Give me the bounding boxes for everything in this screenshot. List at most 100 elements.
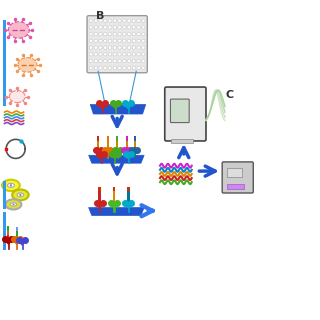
Bar xyxy=(133,136,136,141)
Bar xyxy=(107,141,109,147)
Circle shape xyxy=(113,26,116,29)
Polygon shape xyxy=(89,155,144,163)
Circle shape xyxy=(123,19,126,22)
Circle shape xyxy=(10,184,12,187)
Circle shape xyxy=(137,26,140,29)
Circle shape xyxy=(108,46,112,49)
Circle shape xyxy=(137,46,140,49)
Bar xyxy=(113,187,115,191)
Circle shape xyxy=(108,53,112,56)
Circle shape xyxy=(118,32,121,36)
Circle shape xyxy=(123,39,126,43)
Circle shape xyxy=(12,204,14,205)
Circle shape xyxy=(108,32,112,36)
Circle shape xyxy=(89,46,93,49)
Bar xyxy=(16,236,18,240)
Bar xyxy=(107,136,109,141)
Circle shape xyxy=(104,60,107,63)
Circle shape xyxy=(127,66,131,69)
Polygon shape xyxy=(134,153,135,158)
Bar xyxy=(7,226,10,231)
Polygon shape xyxy=(98,153,99,158)
Bar xyxy=(113,198,115,202)
Circle shape xyxy=(132,19,135,22)
FancyBboxPatch shape xyxy=(171,99,189,123)
Circle shape xyxy=(137,32,140,36)
Bar xyxy=(133,141,136,147)
Bar xyxy=(97,147,99,152)
Bar xyxy=(16,227,18,231)
Circle shape xyxy=(89,53,93,56)
Polygon shape xyxy=(114,206,115,212)
Circle shape xyxy=(142,26,145,29)
Bar xyxy=(127,187,130,191)
Ellipse shape xyxy=(5,199,21,210)
Circle shape xyxy=(108,60,112,63)
Circle shape xyxy=(123,60,126,63)
Circle shape xyxy=(99,66,102,69)
Polygon shape xyxy=(102,107,103,113)
Circle shape xyxy=(113,32,116,36)
Bar xyxy=(227,184,244,188)
Circle shape xyxy=(104,46,107,49)
Circle shape xyxy=(108,66,112,69)
Circle shape xyxy=(137,66,140,69)
Circle shape xyxy=(104,19,107,22)
Circle shape xyxy=(94,32,97,36)
Circle shape xyxy=(127,39,131,43)
Circle shape xyxy=(118,60,121,63)
Bar xyxy=(127,191,130,195)
Circle shape xyxy=(118,26,121,29)
Circle shape xyxy=(19,194,21,196)
Ellipse shape xyxy=(18,58,37,72)
FancyBboxPatch shape xyxy=(222,162,253,193)
Circle shape xyxy=(142,66,145,69)
Circle shape xyxy=(94,53,97,56)
Circle shape xyxy=(142,32,145,36)
Circle shape xyxy=(113,19,116,22)
Circle shape xyxy=(118,53,121,56)
Ellipse shape xyxy=(10,203,17,206)
Circle shape xyxy=(127,19,131,22)
Circle shape xyxy=(132,66,135,69)
Bar xyxy=(99,198,101,202)
Circle shape xyxy=(108,19,112,22)
Circle shape xyxy=(123,66,126,69)
Ellipse shape xyxy=(7,183,14,188)
Circle shape xyxy=(104,66,107,69)
Circle shape xyxy=(94,19,97,22)
Circle shape xyxy=(137,19,140,22)
Circle shape xyxy=(99,26,102,29)
Polygon shape xyxy=(115,157,116,163)
Circle shape xyxy=(108,26,112,29)
Bar xyxy=(227,168,243,178)
Bar xyxy=(125,136,128,141)
Circle shape xyxy=(108,39,112,43)
Bar xyxy=(7,236,10,240)
Circle shape xyxy=(118,19,121,22)
Circle shape xyxy=(94,39,97,43)
FancyBboxPatch shape xyxy=(165,87,206,141)
Circle shape xyxy=(113,53,116,56)
Bar xyxy=(99,191,101,195)
Ellipse shape xyxy=(17,193,24,197)
Circle shape xyxy=(113,60,116,63)
Circle shape xyxy=(89,66,93,69)
Polygon shape xyxy=(21,243,22,249)
Circle shape xyxy=(104,53,107,56)
Circle shape xyxy=(132,53,135,56)
Bar xyxy=(125,141,128,147)
Polygon shape xyxy=(99,206,100,212)
Circle shape xyxy=(89,32,93,36)
Ellipse shape xyxy=(2,180,20,191)
Bar xyxy=(113,202,115,206)
Bar xyxy=(3,20,5,106)
Polygon shape xyxy=(126,153,127,158)
Circle shape xyxy=(94,60,97,63)
FancyBboxPatch shape xyxy=(87,16,147,73)
Polygon shape xyxy=(128,206,129,212)
Circle shape xyxy=(104,32,107,36)
Circle shape xyxy=(89,26,93,29)
Text: B: B xyxy=(96,11,104,21)
Polygon shape xyxy=(90,105,146,114)
